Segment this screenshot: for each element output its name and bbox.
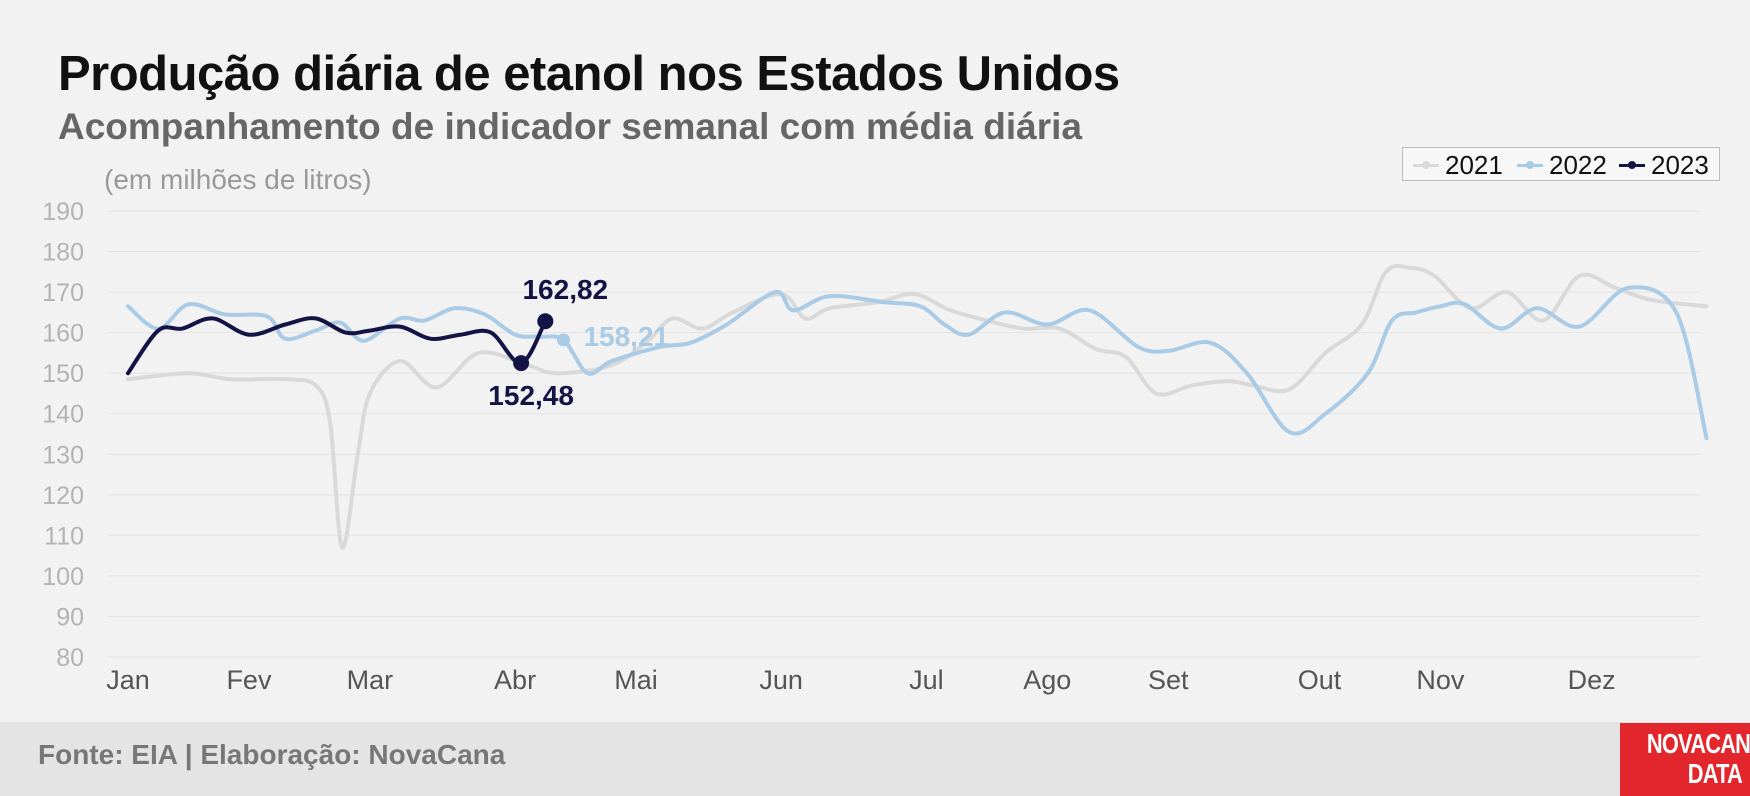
series-line-2021 <box>126 264 1709 550</box>
x-tick-label-dez: Dez <box>1568 665 1616 695</box>
y-tick-label-180: 180 <box>42 239 84 267</box>
y-tick-label-110: 110 <box>44 522 84 550</box>
y-tick-label-170: 170 <box>42 279 84 307</box>
x-axis-ticks: Jan Fev Mar Abr Mai Jun Jul Ago Set Out Nov Dez <box>106 665 1615 695</box>
y-tick-label-140: 140 <box>42 401 84 429</box>
data-point-2023-162-82 <box>537 313 554 330</box>
data-label-158-21: 158,21 <box>583 321 669 352</box>
x-tick-label-jul: Jul <box>909 665 944 695</box>
y-tick-label-90: 90 <box>56 603 84 631</box>
x-tick-label-jan: Jan <box>106 665 150 695</box>
series-lines <box>126 264 1709 550</box>
data-point-2023-152-48 <box>513 355 530 372</box>
line-chart: 80 90 100 110 120 130 140 150 160 170 180 190 Jan Fe… <box>42 198 1709 695</box>
legend-label-2021: 2021 <box>1445 149 1503 180</box>
legend-item-2023: 2023 <box>1619 148 1709 182</box>
data-label-152-48: 152,48 <box>488 380 574 411</box>
novacana-data-logo: NOVACANA DATA <box>1620 723 1750 796</box>
chart-legend: 2021 2022 2023 <box>1402 147 1720 181</box>
source-credit: Fonte: EIA | Elaboração: NovaCana <box>38 739 506 770</box>
data-labels: 162,82 152,48 158,21 <box>488 274 669 411</box>
x-tick-label-mai: Mai <box>614 665 658 695</box>
footer-bar: Fonte: EIA | Elaboração: NovaCana <box>0 722 1750 796</box>
end-markers <box>513 313 570 372</box>
logo-text-bottom: DATA <box>1687 758 1743 789</box>
y-tick-label-160: 160 <box>42 320 84 348</box>
data-point-2022-158-21 <box>556 333 570 347</box>
x-tick-label-mar: Mar <box>347 665 394 695</box>
y-tick-label-100: 100 <box>42 563 84 591</box>
legend-swatch-2021 <box>1413 160 1439 169</box>
legend-swatch-2022 <box>1517 160 1543 169</box>
legend-label-2022: 2022 <box>1549 149 1607 180</box>
x-tick-label-out: Out <box>1298 665 1342 695</box>
y-tick-label-120: 120 <box>42 482 84 510</box>
x-tick-label-fev: Fev <box>226 665 272 695</box>
x-tick-label-ago: Ago <box>1023 665 1071 695</box>
legend-item-2021: 2021 <box>1413 148 1503 182</box>
y-tick-label-80: 80 <box>56 644 84 672</box>
chart-title: Produção diária de etanol nos Estados Un… <box>58 47 1120 101</box>
series-line-2023 <box>126 316 548 376</box>
x-tick-label-nov: Nov <box>1416 665 1465 695</box>
y-tick-label-130: 130 <box>42 441 84 469</box>
legend-swatch-2023 <box>1619 160 1645 169</box>
logo-text-top: NOVACANA <box>1646 728 1750 759</box>
x-tick-label-jun: Jun <box>759 665 803 695</box>
series-line-2022 <box>126 285 1709 441</box>
legend-item-2022: 2022 <box>1517 148 1607 182</box>
y-tick-label-190: 190 <box>42 198 84 226</box>
x-tick-label-set: Set <box>1148 665 1189 695</box>
grid-lines <box>108 210 1700 658</box>
unit-note: (em milhões de litros) <box>104 164 372 195</box>
legend-label-2023: 2023 <box>1651 149 1709 180</box>
data-label-162-82: 162,82 <box>522 274 608 305</box>
x-tick-label-abr: Abr <box>494 665 536 695</box>
y-tick-label-150: 150 <box>42 360 84 388</box>
chart-subtitle: Acompanhamento de indicador semanal com … <box>58 106 1082 147</box>
y-axis-ticks: 80 90 100 110 120 130 140 150 160 170 180 190 <box>42 198 84 672</box>
